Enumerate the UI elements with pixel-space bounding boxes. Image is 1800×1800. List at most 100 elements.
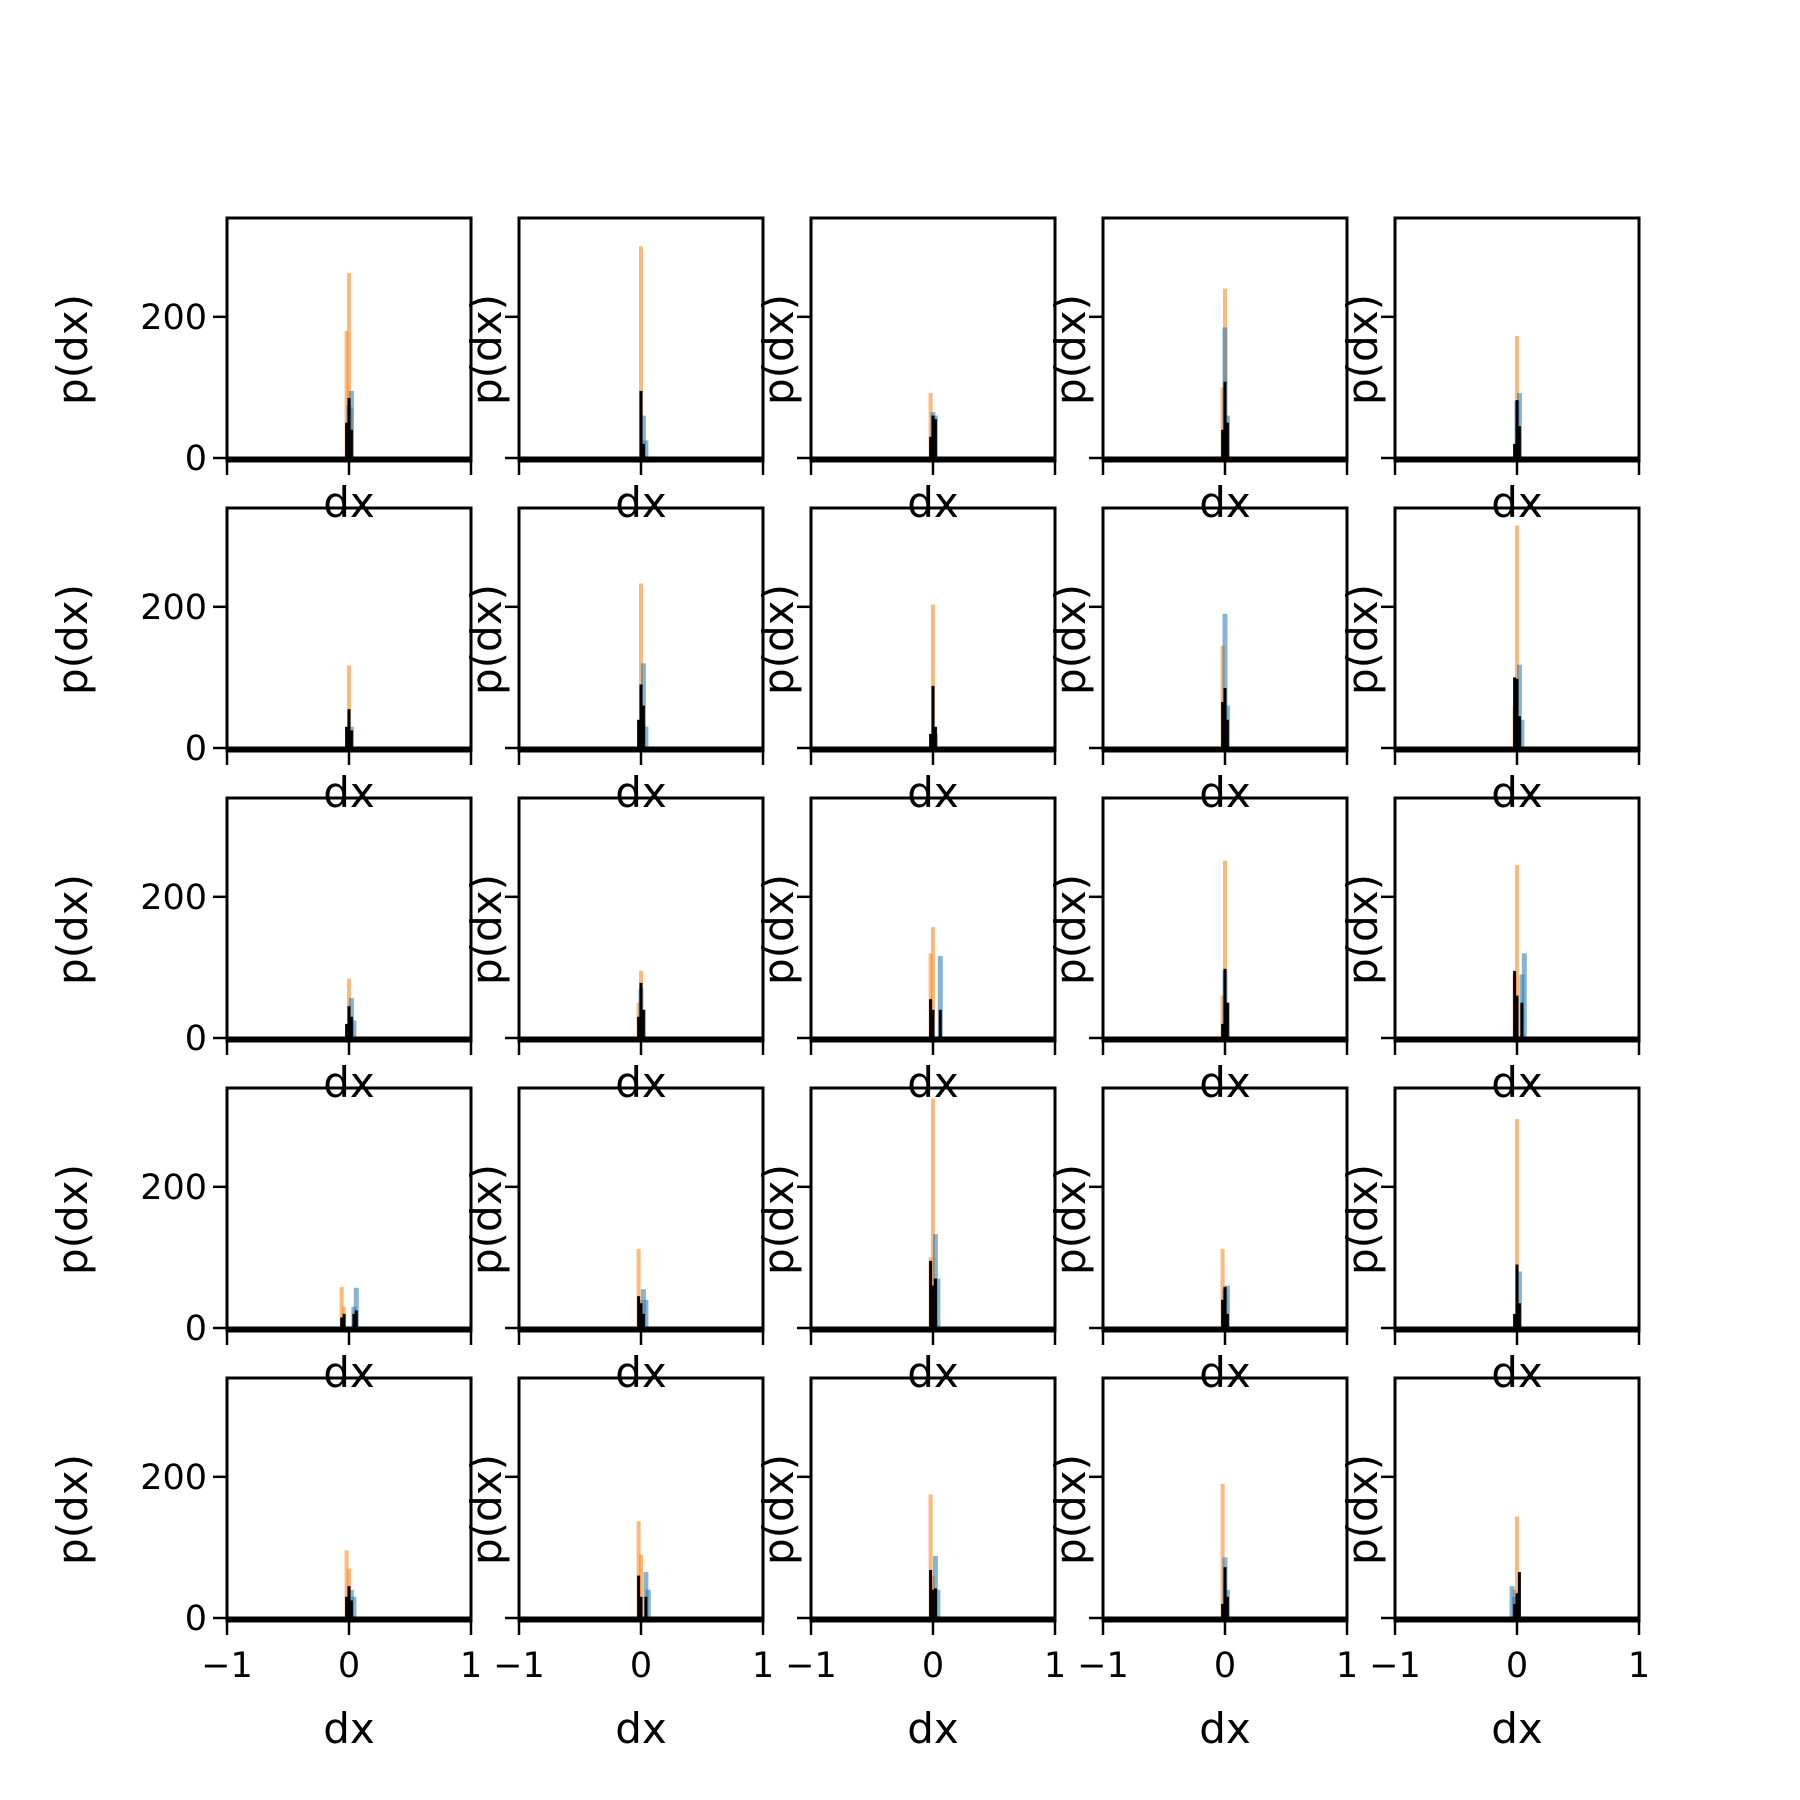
histogram-bar-series-3 [644, 1596, 648, 1618]
histogram-bar-series-2 [640, 415, 646, 458]
y-axis-label: p(dx) [1046, 874, 1095, 985]
histogram-bar-series-3 [639, 1303, 643, 1328]
axes-frame [225, 1086, 473, 1333]
histogram-bar-series-3 [347, 398, 351, 458]
x-tick-label: 1 [460, 1646, 482, 1686]
histogram-bar-series-1 [1220, 1483, 1225, 1618]
histogram-bar-series-3 [349, 1600, 353, 1618]
histogram-bar-series-2 [935, 1589, 941, 1618]
x-tick-label: −1 [785, 1646, 837, 1686]
histogram-bar-series-3 [639, 1596, 643, 1618]
y-axis-label: p(dx) [48, 584, 97, 695]
y-axis-label: p(dx) [48, 294, 97, 405]
histogram-bar-series-3 [929, 999, 933, 1038]
histogram-bar-series-3 [1520, 1002, 1524, 1038]
x-axis-label: dx [907, 768, 959, 817]
subplot-5-1: 0 200 −1 0 1 dx p(dx) [48, 1376, 482, 1753]
histogram-bar-series-3 [1515, 1593, 1519, 1618]
x-axis-label: dx [1491, 1348, 1543, 1397]
histogram-bar-series-3 [931, 1285, 935, 1328]
histogram-bar-series-3 [347, 1006, 351, 1038]
histogram-bar-series-3 [929, 1570, 933, 1618]
subplot-2-1: 0 200 dx p(dx) [48, 506, 473, 817]
subplot-5-3: −1 0 1 dx p(dx) [754, 1376, 1066, 1753]
subplot-3-4: dx p(dx) [1046, 796, 1349, 1107]
subplot-4-3: dx p(dx) [754, 1086, 1057, 1397]
histogram-bar-series-3 [342, 1313, 346, 1328]
histogram-bar-series-3 [345, 1023, 349, 1038]
y-axis-label: p(dx) [754, 1164, 803, 1275]
histogram-bar-series-3 [641, 1313, 645, 1328]
histogram-bar-series-3 [1517, 716, 1521, 748]
histogram-bar-series-3 [349, 730, 353, 748]
histogram-bar-series-2 [1521, 953, 1527, 1038]
subplot-2-4: dx p(dx) [1046, 506, 1349, 817]
subplot-5-2: −1 0 1 dx p(dx) [462, 1376, 774, 1753]
subplot-1-1: 0 200 dx p(dx) [48, 216, 473, 527]
histogram-bar-series-3 [641, 705, 645, 748]
histogram-bar-series-2 [348, 390, 354, 458]
histogram-bar-series-1 [339, 1287, 344, 1328]
histogram-bar-series-3 [933, 1278, 937, 1328]
histogram-bar-series-3 [1225, 719, 1229, 748]
x-tick-label: 1 [1336, 1646, 1358, 1686]
x-axis-label: dx [1199, 1348, 1251, 1397]
histogram-bar-series-1 [931, 1098, 935, 1328]
histogram-bar-series-3 [1225, 422, 1229, 458]
x-tick-label: 1 [1628, 1646, 1650, 1686]
x-axis-label: dx [907, 478, 959, 527]
histogram-bar-series-2 [643, 440, 649, 458]
y-axis-label: p(dx) [48, 874, 97, 985]
histogram-bar-series-3 [1517, 426, 1521, 458]
histogram-bar-series-1 [1223, 860, 1227, 1038]
x-axis-label: dx [1199, 768, 1251, 817]
subplot-4-4: dx p(dx) [1046, 1086, 1349, 1397]
x-axis-label: dx [1491, 478, 1543, 527]
y-tick-label: 200 [140, 298, 207, 338]
histogram-bar-series-3 [347, 1586, 351, 1618]
x-tick-label: 0 [338, 1646, 360, 1686]
histogram-bar-series-3 [641, 443, 645, 458]
histogram-bar-series-3 [1515, 1264, 1519, 1328]
y-tick-label: 200 [140, 1168, 207, 1208]
subplot-3-3: dxp(dx) [754, 796, 1057, 1107]
x-axis-label: dx [615, 1058, 667, 1107]
histogram-bar-series-3 [931, 1589, 935, 1618]
subplot-4-1: 0 200 dx p(dx) [48, 1086, 473, 1397]
x-axis-label: dx [323, 1348, 375, 1397]
x-axis-label: dx [323, 1704, 375, 1753]
histogram-bar-series-3 [639, 684, 643, 748]
histogram-bar-series-1 [1515, 1119, 1519, 1328]
y-axis-label: p(dx) [1046, 1164, 1095, 1275]
histogram-bar-series-1 [928, 953, 933, 1038]
histogram-bar-series-2 [643, 726, 649, 748]
histogram-bar-series-3 [1223, 1287, 1227, 1328]
x-axis-label: dx [907, 1348, 959, 1397]
histogram-bar-series-3 [1221, 1603, 1225, 1618]
histogram-bar-series-3 [1517, 1572, 1521, 1618]
histogram-bar-series-3 [1515, 995, 1519, 1038]
x-axis-label: dx [323, 768, 375, 817]
x-axis-label: dx [907, 1704, 959, 1753]
x-tick-label: 0 [922, 1646, 944, 1686]
histogram-bar-series-3 [929, 733, 933, 748]
histogram-bar-series-1 [639, 1554, 643, 1618]
histogram-bar-series-3 [352, 1313, 356, 1328]
x-axis-label: dx [615, 1704, 667, 1753]
histogram-bar-series-3 [637, 1575, 641, 1618]
x-tick-label: −1 [201, 1646, 253, 1686]
histogram-bar-series-3 [929, 1260, 933, 1328]
y-axis-label: p(dx) [1338, 584, 1387, 695]
histogram-bar-series-3 [1221, 702, 1225, 748]
y-axis-label: p(dx) [462, 294, 511, 405]
x-tick-label: 0 [1214, 1646, 1236, 1686]
histogram-bar-series-2 [351, 1596, 357, 1618]
histogram-bar-series-1 [636, 1521, 641, 1618]
y-axis-label: p(dx) [1338, 1164, 1387, 1275]
subplot-1-4: dx p(dx) [1046, 216, 1349, 527]
subplot-4-2: dx p(dx) [462, 1086, 765, 1397]
subplot-5-4: −1 0 1 dx p(dx) [1046, 1376, 1358, 1753]
histogram-bar-series-2 [1519, 719, 1525, 748]
y-axis-label: p(dx) [754, 874, 803, 985]
